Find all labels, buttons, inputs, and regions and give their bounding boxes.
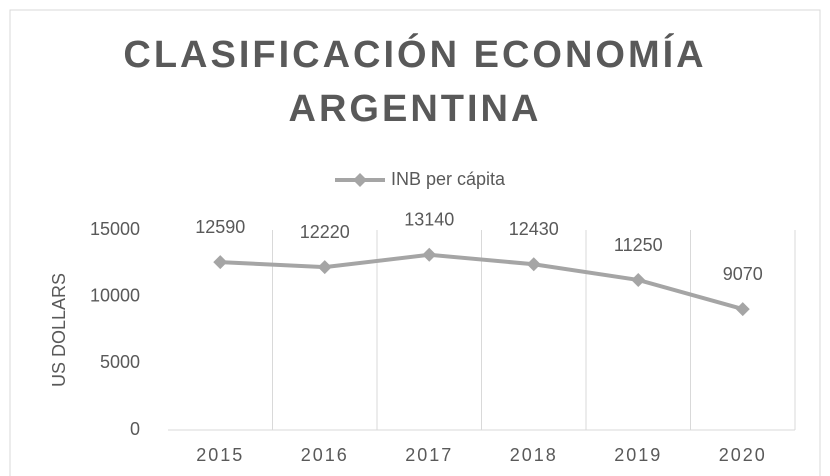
data-label: 12430 (509, 219, 559, 239)
x-tick-label: 2016 (301, 445, 349, 465)
data-label: 12220 (300, 222, 350, 242)
data-point (422, 247, 437, 262)
data-point (213, 255, 228, 270)
series-line (220, 252, 744, 311)
chart-border (9, 9, 821, 476)
data-label: 11250 (614, 235, 663, 255)
chart-title: CLASIFICACIÓN ECONOMÍA ARGENTINA (123, 34, 707, 130)
data-point (526, 257, 541, 272)
data-label: 13140 (404, 210, 454, 230)
y-tick-label: 10000 (90, 285, 140, 305)
data-point (317, 260, 332, 275)
y-tick-label: 0 (130, 419, 140, 439)
x-tick-label: 2020 (719, 445, 767, 465)
y-tick-label: 5000 (100, 352, 140, 372)
legend-label: INB per cápita (391, 169, 506, 189)
data-point (735, 302, 750, 317)
x-tick-label: 2019 (614, 445, 662, 465)
x-tick-label: 2018 (510, 445, 558, 465)
y-axis-label: US DOLLARS (49, 273, 69, 387)
data-label: 9070 (723, 264, 763, 284)
y-tick-label: 15000 (90, 219, 140, 239)
x-tick-label: 2015 (196, 445, 244, 465)
legend-marker (353, 173, 367, 187)
data-label: 12590 (195, 217, 245, 237)
x-tick-label: 2017 (405, 445, 453, 465)
data-point (631, 273, 646, 287)
